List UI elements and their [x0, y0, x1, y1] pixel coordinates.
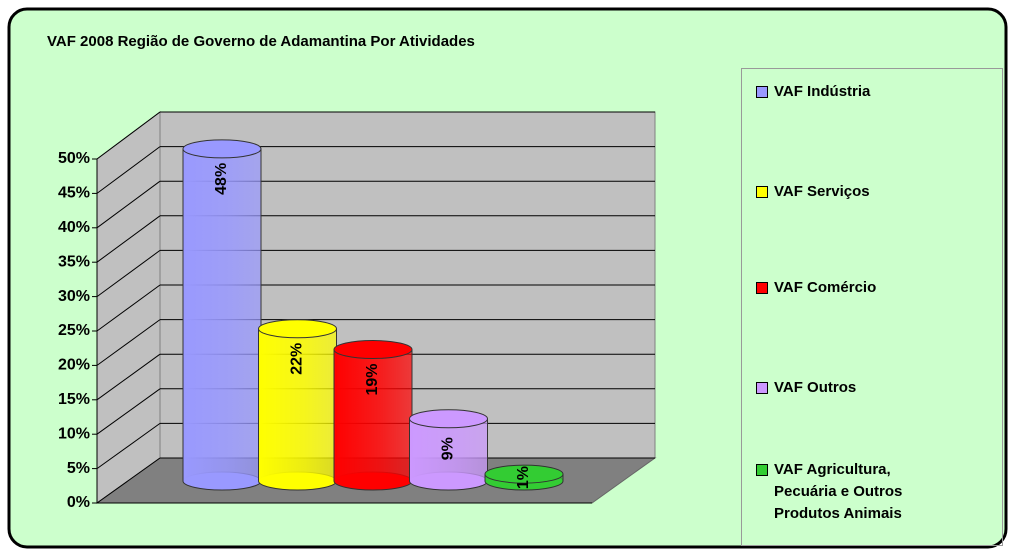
y-tick-label: 5% — [67, 460, 90, 477]
legend-label: VAF Comércio — [774, 279, 877, 296]
legend-swatch — [756, 464, 768, 476]
chart-title: VAF 2008 Região de Governo de Adamantina… — [47, 33, 475, 50]
cylinder-top — [258, 319, 337, 339]
y-tick-label: 45% — [58, 185, 90, 202]
value-label: 9% — [440, 437, 457, 460]
value-label: 19% — [364, 364, 381, 396]
grid-line — [96, 388, 161, 435]
value-label: 1% — [515, 466, 532, 489]
y-tick-label: 20% — [58, 357, 90, 374]
legend-swatch — [756, 86, 768, 98]
legend-item: VAF Serviços — [756, 181, 996, 203]
legend-item: VAF Indústria — [756, 81, 996, 103]
legend-item: VAF Comércio — [756, 277, 996, 299]
legend-label: VAF Agricultura, Pecuária e Outros Produ… — [774, 461, 903, 522]
y-tick-label: 40% — [58, 219, 90, 236]
grid-line — [96, 319, 161, 366]
value-label: 22% — [289, 343, 306, 375]
cylinder-top — [409, 409, 488, 429]
y-tick-label: 10% — [58, 425, 90, 442]
grid-line — [96, 180, 161, 229]
legend-swatch — [756, 186, 768, 198]
grid-line — [96, 284, 161, 332]
value-label: 48% — [213, 163, 230, 195]
grid-line — [96, 457, 161, 504]
legend-item: VAF Outros — [756, 377, 996, 399]
grid-line — [96, 249, 161, 298]
legend-label: VAF Outros — [774, 379, 857, 396]
y-tick-label: 30% — [58, 288, 90, 305]
grid-line — [96, 146, 161, 194]
grid-line — [96, 353, 161, 401]
legend-swatch — [756, 382, 768, 394]
grid-line — [96, 422, 161, 470]
legend-swatch — [756, 282, 768, 294]
grid-line — [96, 111, 161, 160]
cylinder-body — [183, 148, 261, 481]
legend: VAF Indústria VAF Serviços VAF Comércio VAF… — [741, 68, 1003, 546]
cylinder-top — [333, 340, 413, 360]
cylinder-top — [182, 139, 262, 159]
cylinder-top — [484, 464, 564, 484]
cylinder-body — [258, 328, 337, 481]
y-tick-label: 0% — [67, 494, 90, 511]
cylinder-body — [334, 349, 412, 481]
legend-label: VAF Serviços — [774, 183, 870, 200]
y-tick-label: 25% — [58, 322, 90, 339]
cylinder-body — [409, 418, 488, 481]
y-tick-label: 35% — [58, 253, 90, 270]
grid-line — [96, 215, 161, 263]
y-tick-label: 15% — [58, 391, 90, 408]
y-tick-label: 50% — [58, 150, 90, 167]
legend-label: VAF Indústria — [774, 83, 871, 100]
legend-item: VAF Agricultura, Pecuária e Outros Produ… — [756, 459, 996, 525]
